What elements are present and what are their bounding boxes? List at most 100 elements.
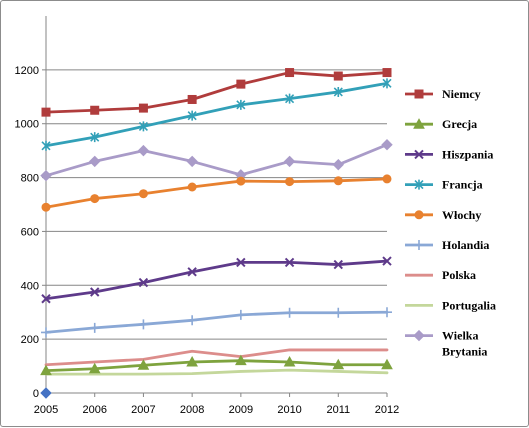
legend-item: Holandia	[405, 238, 489, 252]
legend: Niemcy Grecja Hiszpania Francja Włochy Holand…	[405, 87, 496, 359]
data-point	[41, 294, 51, 304]
legend-marker	[414, 179, 424, 190]
series-line	[44, 143, 389, 178]
data-point	[186, 155, 198, 168]
data-point	[88, 362, 101, 374]
y-tick-label: 800	[21, 173, 39, 185]
x-tick-label: 2009	[229, 404, 253, 416]
series-line	[44, 348, 389, 367]
data-point	[138, 277, 149, 288]
legend-marker	[413, 329, 425, 342]
data-point	[187, 182, 197, 192]
legend-label: Hiszpania	[442, 147, 493, 161]
data-point	[40, 364, 52, 376]
data-point	[236, 79, 246, 89]
x-tick-label: 2008	[180, 404, 204, 416]
series-line	[44, 368, 389, 376]
x-tick-label: 2011	[326, 404, 350, 416]
legend-item: Polska	[405, 268, 476, 282]
y-tick-label: 1000	[15, 119, 39, 131]
data-point	[285, 93, 295, 104]
legend-label: Brytania	[442, 345, 487, 359]
x-tick-label: 2012	[375, 404, 399, 416]
data-point	[187, 267, 197, 277]
data-point	[382, 78, 392, 89]
legend-label: Holandia	[442, 238, 489, 252]
series-hiszpania	[41, 256, 392, 304]
legend-marker	[414, 210, 424, 220]
series-włochy	[41, 174, 392, 212]
data-point	[89, 322, 100, 333]
legend-label: Wielka	[442, 329, 478, 343]
data-point	[235, 354, 247, 366]
data-point	[138, 319, 149, 330]
data-point	[137, 144, 150, 157]
series-portugalia	[44, 368, 389, 376]
data-point	[90, 194, 100, 204]
y-tick-label: 400	[21, 280, 39, 292]
y-tick-label: 600	[21, 226, 39, 238]
data-point	[285, 68, 295, 78]
legend-item: Grecja	[405, 117, 477, 131]
series-line	[44, 177, 389, 209]
y-tick-label: 1200	[15, 65, 39, 77]
series-line	[44, 359, 389, 373]
legend-label: Włochy	[442, 208, 481, 222]
series-group	[40, 68, 393, 399]
data-point	[90, 132, 100, 143]
data-point	[332, 158, 344, 171]
x-tick-label: 2007	[131, 404, 155, 416]
x-tick-label: 2006	[82, 404, 106, 416]
data-point	[187, 110, 197, 121]
data-point	[382, 174, 392, 184]
data-point	[285, 177, 295, 187]
origin-point	[40, 387, 52, 399]
series-polska	[44, 348, 389, 367]
legend-item: Włochy	[405, 208, 481, 222]
legend-item: Hiszpania	[405, 147, 493, 161]
data-point	[333, 259, 343, 270]
series-line	[44, 81, 389, 148]
data-point	[283, 155, 296, 168]
legend-item: Wielka Brytania	[405, 329, 487, 359]
gridlines	[46, 69, 387, 340]
series-grecja	[40, 354, 393, 376]
series-line	[44, 259, 389, 301]
legend-label: Polska	[442, 268, 476, 282]
data-point	[333, 86, 343, 97]
data-point	[187, 315, 198, 326]
data-point	[41, 327, 51, 338]
y-tick-label: 200	[21, 334, 39, 346]
data-point	[235, 309, 246, 320]
x-tick-label: 2010	[277, 404, 301, 416]
data-point	[333, 307, 344, 318]
data-point	[382, 307, 392, 318]
series-niemcy	[41, 68, 392, 117]
legend-label: Francja	[442, 178, 483, 192]
x-tick-label: 2005	[34, 404, 58, 416]
data-point	[138, 189, 148, 199]
legend-marker	[414, 240, 424, 250]
data-point	[333, 176, 343, 186]
data-point	[41, 140, 51, 151]
legend-label: Portugalia	[442, 298, 496, 312]
data-point	[90, 105, 100, 115]
data-point	[283, 356, 296, 367]
legend-label: Niemcy	[442, 87, 481, 101]
data-point	[236, 99, 246, 110]
legend-marker	[414, 149, 424, 160]
data-point	[381, 358, 393, 370]
data-point	[332, 358, 345, 370]
data-point	[187, 94, 197, 104]
data-point	[236, 257, 246, 268]
series-wielka-brytania	[40, 139, 393, 182]
legend-label: Grecja	[442, 117, 477, 131]
data-point	[382, 68, 392, 78]
data-point	[381, 139, 393, 151]
data-point	[382, 256, 392, 266]
series-line	[44, 71, 389, 114]
legend-item: Niemcy	[405, 87, 481, 101]
series-holandia	[41, 307, 392, 338]
